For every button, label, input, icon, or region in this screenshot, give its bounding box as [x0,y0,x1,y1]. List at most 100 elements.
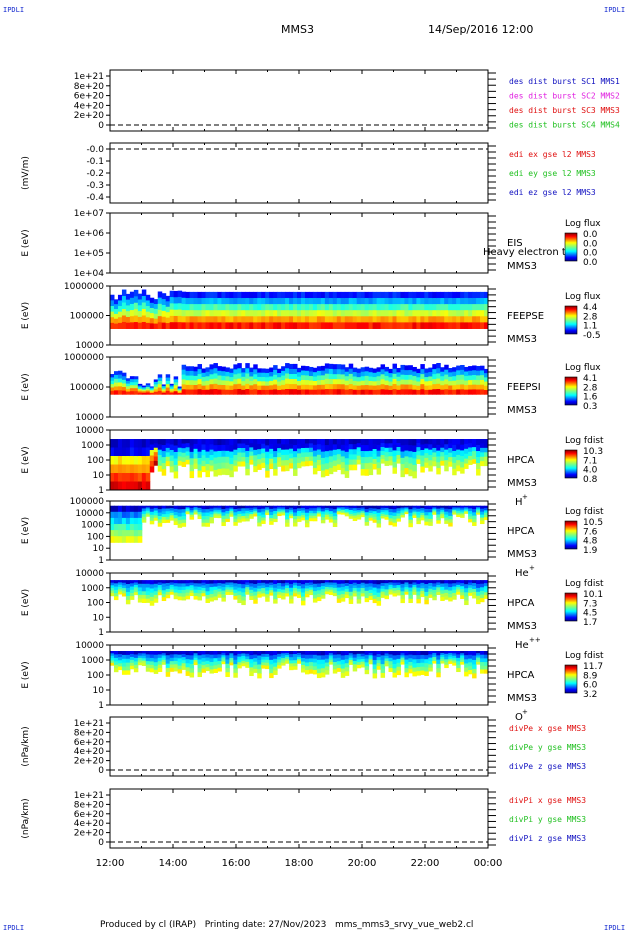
spectrogram-cell [404,439,409,446]
spectrogram-cell [424,322,429,329]
spectrogram-cell [468,297,473,305]
y-tick-label: -0.2 [86,169,104,179]
spectrogram-cell [392,582,397,586]
spectrogram-cell [364,380,370,386]
spectrogram-cell [237,598,242,604]
spectrogram-cell [388,447,394,453]
spectrogram-cell [225,508,230,512]
spectrogram-cell [336,444,342,450]
spectrogram-cell [213,389,218,395]
spectrogram-cell [257,519,262,524]
spectrogram-cell [464,671,469,677]
spectrogram-cell [297,462,302,469]
panel-edi: -0.0-0.1-0.2-0.3-0.4(mV/m)edi ex gse l2 … [21,142,596,204]
spectrogram-cell [336,389,342,395]
spectrogram-cell [424,304,429,311]
spectrogram-cell [408,654,413,659]
spectrogram-cell [480,452,485,458]
colorbar-tick-label: 3.2 [583,690,597,700]
spectrogram-cell [368,316,374,323]
spectrogram-cell [253,369,258,375]
spectrogram-cell [432,659,437,662]
spectrogram-cell [213,507,218,511]
spectrogram-cell [233,444,238,451]
spectrogram-cell [472,447,477,452]
spectrogram-cell [217,297,222,305]
spectrogram-cell [145,456,151,465]
spectrogram-cell [364,463,370,470]
spectrogram-cell [129,473,135,482]
spectrogram-cell [380,304,386,311]
spectrogram-cell [229,589,234,593]
spectrogram-cell [456,449,461,456]
spectrogram-cell [237,439,242,445]
spectrogram-cell [428,389,433,395]
spectrogram-cell [209,594,214,599]
colorbar-tick-label: 0.0 [583,239,598,249]
spectrogram-cell [245,591,250,595]
spectrogram-cell [185,655,191,660]
spectrogram-cell [269,376,274,382]
spectrogram-cell [161,580,167,584]
spectrogram-cell [197,590,203,594]
spectrogram-cell [265,510,270,513]
spectrogram-cell [113,668,119,673]
spectrogram-cell [110,439,115,448]
spectrogram-cell [169,654,175,659]
spectrogram-cell [412,310,417,317]
spectrogram-cell [117,587,123,590]
spectrogram-cell [432,304,437,311]
spectrogram-cell [233,515,238,520]
spectrogram-cell [221,366,226,372]
spectrogram-cell [352,297,358,305]
spectrogram-cell [372,459,378,465]
spectrogram-cell [356,505,362,509]
spectrogram-cell [169,580,175,583]
spectrogram-cell [217,380,222,386]
spectrogram-cell [201,304,206,311]
spectrogram-cell [129,665,135,670]
spectrogram-cell [193,371,199,377]
spectrogram-cell [185,671,191,676]
spectrogram-cell [269,580,274,584]
spectrogram-cell [281,380,286,386]
spectrogram-cell [193,297,199,305]
spectrogram-cell [320,668,326,674]
spectrogram-cell [221,509,226,513]
spectrogram-cell [396,654,401,660]
spectrogram-cell [304,370,310,376]
spectrogram-cell [308,447,314,453]
spectrogram-cell [452,450,457,458]
spectrogram-cell [121,666,127,671]
spectrogram-cell [460,505,465,509]
spectrogram-cell [412,389,417,395]
spectrogram-cell [368,508,374,512]
spectrogram-cell [197,297,203,305]
spectrogram-cell [484,322,489,329]
spectrogram-cell [460,456,465,463]
spectrogram-cell [368,322,374,329]
spectrogram-cell [153,654,159,659]
spectrogram-cell [141,456,147,465]
spectrogram-cell [193,580,199,584]
spectrogram-cell [185,447,191,452]
spectrogram-cell [253,389,258,395]
spectrogram-cell [328,584,334,588]
spectrogram-cell [293,439,298,446]
spectrogram-cell [285,449,290,456]
spectrogram-cell [316,316,322,323]
spectrogram-cell [436,505,441,510]
spectrogram-cell [416,591,421,596]
spectrogram-cell [380,459,386,464]
spectrogram-cell [125,391,131,395]
spectrogram-cell [372,598,378,604]
spectrogram-cell [261,322,266,329]
spectrogram-cell [253,665,258,670]
spectrogram-cell [460,583,465,587]
spectrogram-cell [424,591,429,597]
spectrogram-cell [308,380,314,386]
spectrogram-cell [241,310,246,317]
spectrogram-cell [213,668,218,674]
